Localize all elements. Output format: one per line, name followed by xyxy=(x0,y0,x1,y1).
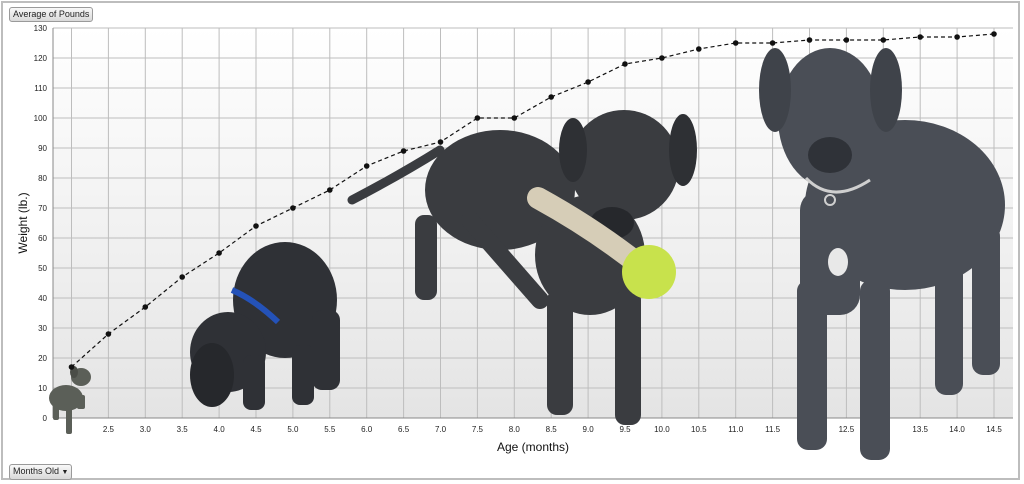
data-point xyxy=(732,40,739,46)
y-tick-label: 130 xyxy=(34,24,48,33)
x-tick-label: 12.5 xyxy=(839,425,855,434)
axis-field-button-label: Months Old xyxy=(13,466,60,476)
data-point xyxy=(179,274,185,280)
average-of-pounds-field-button[interactable]: Average of Pounds xyxy=(9,7,94,22)
x-axis-ticks: 2.5 3.0 3.5 4.0 4.5 5.0 5.5 6.0 6.5 7.0 7.5 8.0 8.5 9… xyxy=(103,425,1002,434)
puppy-photo-small xyxy=(190,242,340,410)
x-tick-label: 9.5 xyxy=(619,425,631,434)
x-tick-label: 9.0 xyxy=(583,425,595,434)
y-tick-label: 90 xyxy=(38,144,47,153)
x-tick-label: 6.5 xyxy=(398,425,410,434)
x-tick-label: 10.0 xyxy=(654,425,670,434)
data-point xyxy=(105,331,112,337)
x-tick-label: 5.0 xyxy=(287,425,299,434)
dog-photos xyxy=(49,48,1005,460)
dropdown-arrow-icon: ▼ xyxy=(61,469,69,476)
x-tick-label: 4.0 xyxy=(214,425,226,434)
y-tick-label: 50 xyxy=(38,264,47,273)
y-axis-ticks: 0 10 20 30 40 50 60 70 80 90 100 110 120 130 xyxy=(34,24,48,423)
y-tick-label: 60 xyxy=(38,234,47,243)
x-tick-label: 7.5 xyxy=(472,425,484,434)
dog-photo-adult xyxy=(759,48,1005,460)
data-point xyxy=(659,55,665,61)
x-tick-label: 14.0 xyxy=(949,425,965,434)
data-point xyxy=(290,205,296,211)
months-old-field-button[interactable]: Months Old ▼ xyxy=(9,464,73,480)
data-point xyxy=(696,46,702,52)
data-point xyxy=(142,304,149,310)
y-tick-label: 10 xyxy=(38,384,47,393)
y-tick-label: 0 xyxy=(43,414,48,423)
data-point xyxy=(68,364,75,370)
data-point xyxy=(548,94,554,100)
data-point xyxy=(622,61,628,67)
x-tick-label: 2.5 xyxy=(103,425,115,434)
x-tick-label: 10.5 xyxy=(691,425,707,434)
dog-photo-young xyxy=(347,110,697,425)
y-axis-title: Weight (lb.) xyxy=(16,192,30,253)
field-button-label: Average of Pounds xyxy=(13,9,90,19)
data-point xyxy=(327,187,333,193)
x-axis-title: Age (months) xyxy=(497,440,569,454)
y-tick-label: 110 xyxy=(34,84,47,93)
y-tick-label: 70 xyxy=(38,204,47,213)
x-tick-label: 11.0 xyxy=(728,425,744,434)
data-point xyxy=(585,79,591,85)
data-point xyxy=(843,37,850,43)
data-point xyxy=(917,34,923,40)
x-tick-label: 4.5 xyxy=(250,425,262,434)
x-tick-label: 8.0 xyxy=(509,425,521,434)
data-point xyxy=(880,37,887,43)
data-point xyxy=(769,40,776,46)
data-point xyxy=(437,139,444,145)
data-point xyxy=(253,223,259,229)
x-tick-label: 3.0 xyxy=(140,425,152,434)
x-tick-label: 14.5 xyxy=(986,425,1002,434)
y-tick-label: 100 xyxy=(34,114,48,123)
data-point xyxy=(400,148,407,154)
series-points xyxy=(68,31,997,370)
data-point xyxy=(991,31,997,37)
y-tick-label: 30 xyxy=(38,324,47,333)
data-point xyxy=(216,250,222,256)
data-point xyxy=(954,34,960,40)
y-tick-label: 120 xyxy=(34,54,48,63)
x-tick-label: 8.5 xyxy=(546,425,558,434)
puppy-photo-tiny xyxy=(49,366,91,434)
x-tick-label: 13.5 xyxy=(912,425,928,434)
x-tick-label: 5.5 xyxy=(324,425,336,434)
data-point xyxy=(511,115,518,121)
x-tick-label: 3.5 xyxy=(177,425,189,434)
data-point xyxy=(363,163,370,169)
x-tick-label: 7.0 xyxy=(435,425,447,434)
y-tick-label: 20 xyxy=(38,354,47,363)
x-tick-label: 6.0 xyxy=(361,425,373,434)
data-point xyxy=(474,115,481,121)
x-tick-label: 11.5 xyxy=(765,425,781,434)
y-tick-label: 80 xyxy=(38,174,47,183)
data-point xyxy=(806,37,813,43)
y-tick-label: 40 xyxy=(38,294,47,303)
